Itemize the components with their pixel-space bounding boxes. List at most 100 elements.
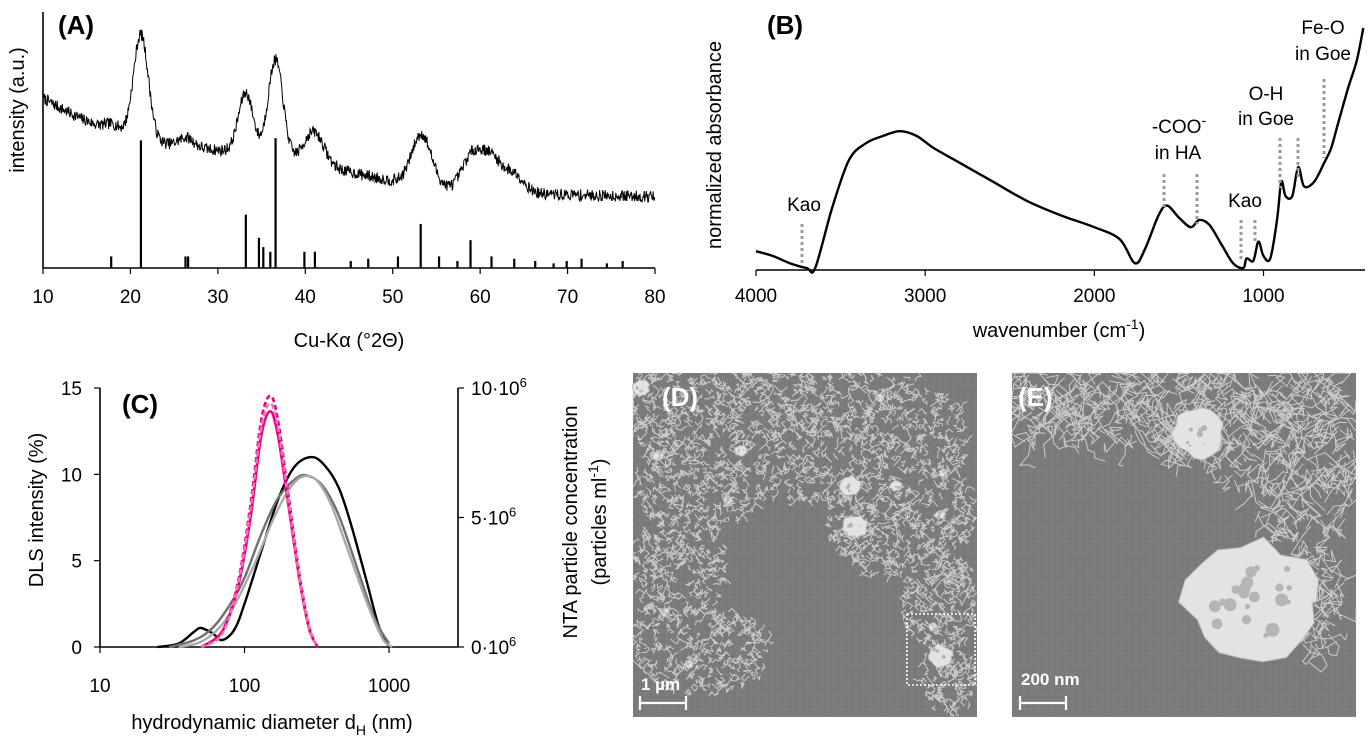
panel-b-x-label-main: wavenumber (cm	[972, 320, 1126, 342]
panel-d-particle-texture	[845, 485, 850, 490]
panel-a-x-tick-label: 80	[644, 287, 665, 308]
panel-c-x-label-end: (nm)	[366, 712, 413, 734]
panel-c-series-line-2	[178, 474, 393, 649]
panel-c-x-label-main: hydrodynamic diameter d	[131, 712, 356, 734]
panel-d-particle-texture	[737, 448, 741, 452]
panel-e-particle-small-texture	[1188, 444, 1192, 448]
panel-b-label: (B)	[767, 10, 803, 40]
panel-a-xrd: 10 20 30 40 50 60 70 80 (A) Cu-Kα (°2Θ) intensi…	[7, 10, 666, 352]
panel-d-particle-texture	[724, 500, 728, 504]
panel-e-particle-small-texture	[1203, 442, 1205, 445]
panel-e-particle-large-texture	[1265, 622, 1280, 637]
panel-a-x-tick-label: 50	[382, 287, 403, 308]
d-network-fibers	[631, 371, 978, 717]
panel-b-x-label-sup: -1	[1126, 316, 1139, 332]
panel-c-series	[157, 394, 393, 649]
panel-b-ftir: 4000 3000 2000 1000 (B) wavenumber (cm-1) n…	[704, 10, 1365, 342]
panel-e-label: (E)	[1018, 382, 1053, 412]
panel-c-series-line-5	[200, 402, 319, 649]
panel-e-particle-large-texture	[1223, 598, 1237, 612]
panel-d-particle-texture	[664, 612, 669, 616]
panel-d-particle-texture	[686, 662, 690, 666]
panel-e-particle-large-texture	[1285, 599, 1291, 605]
panel-d-particle	[652, 450, 664, 461]
panel-c-y-label-right-line1: NTA particle concentration	[560, 405, 582, 638]
panel-b-annotation-feo-line2: in Goe	[1295, 44, 1351, 65]
panel-d-particle-texture	[635, 386, 639, 390]
panel-d-particle-texture	[941, 654, 946, 659]
panel-c-y-tick-label-right-base: 0·10	[471, 638, 509, 659]
panel-e-particle-large-texture	[1241, 576, 1254, 589]
panel-e-particle-large-texture	[1275, 593, 1289, 607]
panel-b-x-tick-label: 3000	[904, 286, 946, 307]
panel-d-particle-texture	[894, 485, 897, 488]
panel-c-y-tick-label-right: 5·106	[471, 505, 516, 530]
panel-d-zoom-region	[906, 613, 976, 686]
panel-a-reference-sticks	[110, 138, 624, 268]
panel-d-particle	[841, 515, 868, 539]
panel-a-x-tick-label: 20	[120, 287, 141, 308]
panel-c-series-line-1	[168, 473, 391, 649]
panel-e-particle-large-texture	[1241, 615, 1252, 625]
panel-e-particle-large-texture	[1275, 583, 1284, 592]
panel-c-y-label-right-line2-main: (particles ml	[589, 478, 611, 586]
panel-c-y-tick-label-right-base: 5·10	[471, 509, 509, 530]
panel-d-particle	[733, 444, 748, 457]
panel-c-y-tick-label-left: 0	[71, 638, 82, 659]
panel-e-particle-large-texture	[1244, 603, 1251, 610]
panel-d-particle-texture	[938, 513, 941, 516]
panel-a-label: (A)	[58, 10, 94, 40]
panel-c-y-label-right-line2: (particles ml-1)	[585, 459, 611, 586]
panel-d-particle-texture	[942, 469, 946, 473]
panel-c-label: (C)	[122, 389, 158, 419]
panel-b-x-tick-label: 4000	[735, 286, 777, 307]
panel-b-y-label: normalized absorbance	[704, 41, 726, 249]
panel-e-particle-large-texture	[1284, 565, 1291, 572]
panel-e-particle-large-texture	[1238, 587, 1250, 599]
panel-e-particle-large-texture	[1286, 585, 1292, 591]
panel-e-particle-small-texture	[1188, 427, 1193, 432]
panel-e-particle-large-texture	[1211, 618, 1223, 630]
panel-d-particle-texture	[737, 451, 740, 454]
panel-d-particle-texture	[658, 452, 661, 456]
panel-c-y-tick-label-right-exp: 6	[509, 634, 516, 649]
panel-e-particles	[1170, 407, 1319, 663]
panel-c-y-label-right-line2-end: )	[589, 459, 611, 466]
panel-d-particle-texture	[847, 483, 851, 487]
panel-e-scalebar	[1018, 696, 1068, 710]
panel-d-particle-texture	[849, 524, 854, 528]
panel-c-x-label-sub: H	[356, 722, 366, 738]
panel-d-particle-texture	[639, 390, 642, 393]
panel-d-particle-texture	[937, 515, 941, 519]
panel-b-x-tick-label: 1000	[1242, 286, 1284, 307]
panel-a-x-tick-label: 70	[557, 287, 578, 308]
panel-c-y-tick-label-left: 15	[61, 379, 82, 400]
panel-d-particle-texture	[877, 396, 880, 399]
panel-b-annotation-kao-2: Kao	[1228, 191, 1262, 212]
panel-a-x-tick-label: 60	[470, 287, 491, 308]
panel-b-annotation-coo-text: -COO	[1152, 117, 1202, 138]
panel-c-y-tick-label-right-exp: 6	[520, 375, 527, 390]
panel-a-x-ticks: 10 20 30 40 50 60 70 80	[32, 268, 666, 308]
panel-d-particle-texture	[657, 457, 660, 459]
panel-d-particle-texture	[689, 661, 692, 664]
panel-b-annotation-coo-line2: in HA	[1155, 143, 1202, 164]
panel-c-x-tick-label: 100	[229, 676, 261, 697]
panel-c-y-tick-label-right: 10·106	[471, 375, 527, 400]
panel-c-y-tick-label-right: 0·106	[471, 634, 516, 659]
panel-c-y-tick-label-left: 5	[71, 552, 82, 573]
panel-d-particle-texture	[880, 397, 883, 400]
panel-e-particle-small-texture	[1198, 427, 1204, 433]
panel-d-particle-texture	[931, 624, 934, 627]
panel-e-particle-large	[1178, 536, 1319, 663]
panel-c-y-label-right-line2-sup: -1	[585, 465, 601, 478]
panel-d-particle-texture	[935, 649, 940, 653]
panel-d-particle-texture	[641, 389, 644, 392]
panel-d-particle-texture	[943, 473, 947, 477]
panel-b-x-ticks: 4000 3000 2000 1000	[735, 270, 1285, 307]
panel-d-particle	[632, 378, 651, 398]
panel-d-particle-texture	[742, 449, 745, 452]
panel-e-particle-small-texture	[1186, 440, 1190, 445]
panel-a-x-label: Cu-Kα (°2Θ)	[294, 330, 405, 352]
